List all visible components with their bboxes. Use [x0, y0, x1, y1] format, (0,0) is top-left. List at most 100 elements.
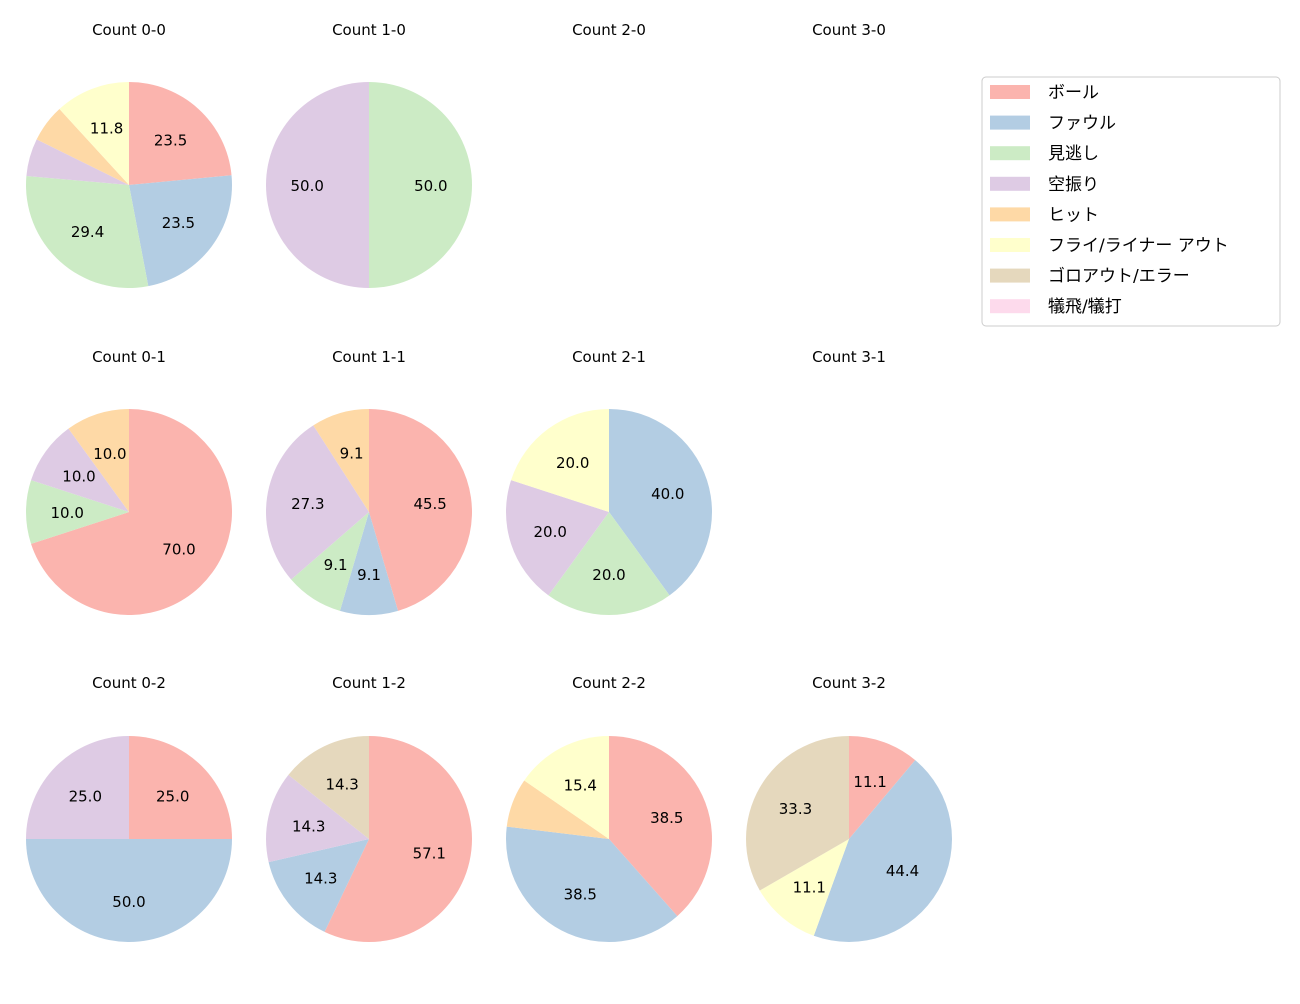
slice-label: 25.0 [69, 787, 102, 805]
legend-label: フライ/ライナー アウト [1048, 236, 1229, 256]
pie-slice-1 [609, 409, 713, 596]
pie-count-1-2: Count 1-2 57.1 14.3 14.3 14.3 [265, 674, 473, 943]
slice-label: 70.0 [162, 540, 195, 558]
slice-label: 38.5 [650, 809, 683, 827]
pie-slice-0 [369, 409, 472, 611]
pie-title: Count 1-2 [332, 674, 406, 692]
pie-slice-1 [813, 760, 953, 942]
slice-label: 20.0 [556, 454, 589, 472]
pie-slice-3 [26, 736, 129, 839]
legend-frame [981, 76, 1281, 327]
pie-slice-4 [68, 409, 129, 512]
pie-slice-2 [25, 175, 149, 289]
slice-label: 27.3 [291, 495, 324, 513]
pie-slice-4 [506, 780, 609, 839]
slice-label: 20.0 [534, 523, 567, 541]
legend-swatch [990, 146, 1030, 161]
pie-count-2-0: Count 2-0 [572, 21, 646, 39]
pie-slice-2 [548, 512, 670, 615]
pie-slice-3 [26, 139, 129, 185]
legend-swatch [990, 238, 1030, 252]
slice-label: 33.3 [779, 800, 812, 818]
pie-title: Count 3-2 [812, 674, 886, 692]
slice-label: 57.1 [413, 845, 446, 863]
pie-title: Count 0-0 [92, 21, 166, 39]
pie-title: Count 1-1 [332, 348, 406, 366]
slice-label: 14.3 [304, 870, 337, 888]
pie-slice-3 [506, 480, 609, 596]
slice-label: 9.1 [340, 445, 364, 463]
pie-slice-4 [313, 409, 369, 512]
pie-slice-3 [31, 428, 129, 512]
pie-title: Count 2-1 [572, 348, 646, 366]
slice-label: 11.1 [853, 773, 886, 791]
pie-slice-0 [324, 736, 473, 943]
slice-label: 23.5 [154, 131, 187, 149]
legend-label: ボール [1048, 83, 1099, 103]
pie-count-0-2: Count 0-2 25.0 50.0 25.0 [26, 674, 232, 942]
pie-slice-3 [265, 774, 369, 863]
pie-slice-0 [31, 409, 232, 616]
legend-label: ファウル [1048, 114, 1116, 134]
pie-slice-4 [36, 109, 129, 185]
pie-count-0-1: Count 0-1 70.0 10.0 10.0 10.0 [26, 348, 232, 616]
slice-label: 10.0 [62, 468, 95, 486]
pie-count-3-2: Count 3-2 11.1 44.4 11.1 33.3 [745, 674, 953, 942]
pie-slice-5 [511, 409, 609, 512]
pie-title: Count 2-2 [572, 674, 646, 692]
pie-title: Count 2-0 [572, 21, 646, 39]
pie-slice-0 [849, 736, 916, 839]
pie-slice-3 [266, 82, 369, 288]
pie-slice-1 [26, 839, 232, 942]
slice-label: 23.5 [162, 214, 195, 232]
slice-label: 38.5 [564, 886, 597, 904]
pie-slice-2 [26, 480, 130, 544]
slice-label: 40.0 [651, 485, 684, 503]
pie-slice-1 [505, 826, 678, 943]
slice-label: 10.0 [50, 504, 83, 522]
legend-swatch [990, 268, 1030, 283]
pie-count-1-0: Count 1-0 50.0 50.0 [266, 21, 472, 288]
legend-swatch [990, 299, 1030, 314]
slice-label: 14.3 [325, 775, 358, 793]
pie-count-2-1: Count 2-1 40.0 20.0 20.0 20.0 [506, 348, 713, 615]
slice-label: 25.0 [156, 787, 189, 805]
pie-slice-5 [59, 82, 129, 185]
legend-label: 見逃し [1048, 144, 1099, 164]
legend-label: ゴロアウト/エラー [1048, 266, 1190, 287]
slice-label: 45.5 [413, 495, 446, 513]
slice-label: 15.4 [564, 776, 597, 794]
pie-slice-0 [129, 736, 232, 839]
pie-slice-1 [339, 512, 399, 615]
slice-label: 29.4 [71, 223, 104, 241]
pie-slice-6 [745, 736, 849, 891]
pie-count-2-2: Count 2-2 38.5 38.5 15.4 [505, 674, 712, 943]
slice-label: 9.1 [357, 566, 381, 584]
pie-slice-1 [129, 175, 232, 287]
pie-slice-1 [268, 839, 369, 932]
pie-count-3-1: Count 3-1 [812, 348, 886, 366]
slice-label: 14.3 [292, 817, 325, 835]
legend-label: 犠飛/犠打 [1048, 297, 1122, 317]
pie-slice-6 [288, 736, 369, 839]
legend-swatch [990, 115, 1030, 130]
pie-slice-2 [291, 512, 369, 611]
legend-swatch [990, 176, 1030, 191]
slice-label: 50.0 [112, 893, 145, 911]
pie-slice-5 [524, 736, 609, 839]
pie-slice-0 [609, 736, 712, 917]
slice-label: 20.0 [592, 566, 625, 584]
pie-slice-5 [759, 839, 849, 936]
pie-slice-2 [369, 82, 472, 288]
legend-label: ヒット [1048, 205, 1099, 225]
slice-label: 11.1 [793, 878, 826, 896]
slice-label: 11.8 [90, 119, 123, 137]
pie-title: Count 0-1 [92, 348, 166, 366]
slice-label: 50.0 [414, 177, 447, 195]
slice-label: 10.0 [93, 445, 126, 463]
pie-title: Count 3-1 [812, 348, 886, 366]
slice-label: 9.1 [324, 556, 348, 574]
slice-label: 44.4 [886, 862, 919, 880]
